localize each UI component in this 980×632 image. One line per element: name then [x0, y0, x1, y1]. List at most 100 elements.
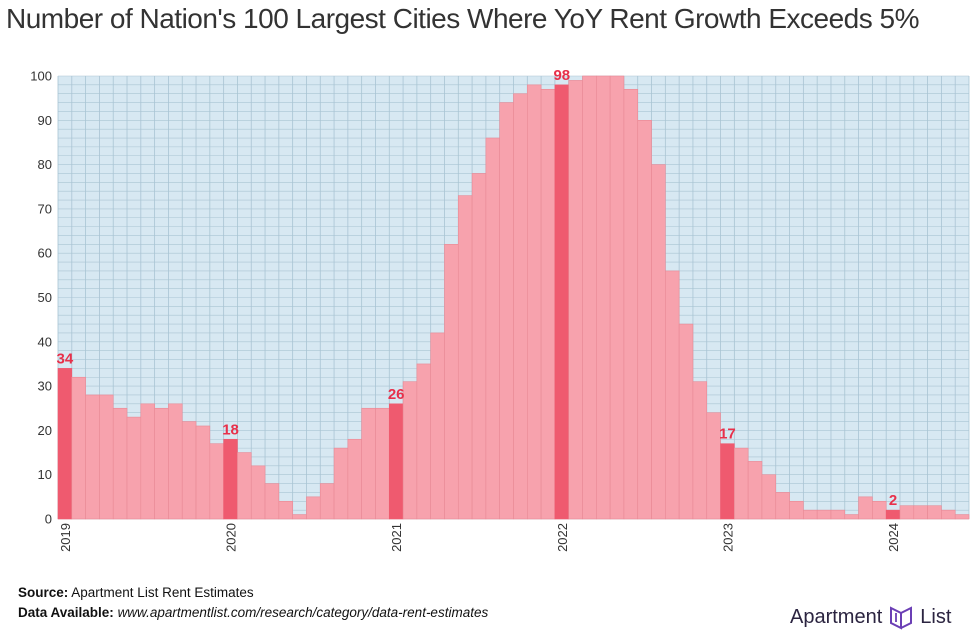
- bar: [402, 381, 418, 520]
- bar-highlight: [885, 509, 901, 520]
- data-label: 18: [222, 421, 239, 438]
- y-tick-label: 80: [38, 157, 52, 172]
- data-available-url: www.apartmentlist.com/research/category/…: [117, 605, 489, 620]
- x-year-label: 2020: [224, 523, 239, 552]
- bar: [830, 509, 846, 520]
- bar: [416, 363, 431, 520]
- x-year-label: 2022: [555, 523, 570, 552]
- bar: [872, 500, 887, 520]
- bar: [844, 514, 859, 520]
- bar: [665, 270, 680, 520]
- bar: [609, 75, 625, 520]
- chart-title: Number of Nation's 100 Largest Cities Wh…: [6, 3, 919, 34]
- bar-highlight: [57, 368, 73, 520]
- bar: [692, 381, 708, 520]
- bar: [816, 509, 832, 520]
- y-tick-label: 30: [38, 379, 52, 394]
- bar: [209, 443, 224, 520]
- bar: [444, 244, 459, 520]
- apartment-list-logo-icon: [890, 606, 913, 630]
- bar: [333, 447, 349, 520]
- y-tick-label: 90: [38, 113, 52, 128]
- bar: [761, 474, 777, 520]
- bar: [858, 496, 873, 520]
- bar: [596, 75, 611, 520]
- bar: [292, 514, 307, 520]
- bar: [747, 461, 763, 520]
- bar: [278, 500, 293, 520]
- bar: [527, 84, 542, 520]
- bar: [899, 505, 915, 520]
- bar: [734, 447, 749, 520]
- y-tick-label: 40: [38, 334, 52, 349]
- bar: [250, 465, 266, 520]
- bar-highlight: [388, 403, 404, 520]
- bar-highlight: [223, 438, 238, 520]
- data-label: 98: [553, 67, 570, 84]
- bar: [319, 483, 335, 520]
- bar: [140, 403, 155, 520]
- bar-chart: 0 10 20 30 40 50 60 70 80 90 100 2019 2020 2021 2022 20…: [30, 67, 970, 552]
- source-label: Source:: [18, 585, 69, 600]
- y-tick-label: 60: [38, 246, 52, 261]
- bar: [485, 137, 500, 520]
- bar: [237, 452, 252, 520]
- x-year-label: 2019: [58, 523, 73, 552]
- bar: [954, 514, 970, 520]
- bar: [540, 88, 556, 520]
- bar: [181, 421, 197, 520]
- bar: [789, 500, 804, 520]
- bar: [499, 102, 514, 520]
- bar: [941, 509, 956, 520]
- bar-highlight: [554, 84, 570, 520]
- bar: [71, 376, 86, 520]
- y-tick-label: 50: [38, 290, 52, 305]
- bar: [195, 425, 211, 520]
- bar: [803, 509, 818, 520]
- x-year-label: 2023: [720, 523, 735, 552]
- bar: [99, 394, 114, 520]
- y-tick-label: 100: [30, 69, 52, 84]
- bar: [457, 195, 473, 520]
- x-year-label: 2024: [886, 523, 901, 552]
- apartment-list-logo: Apartment List: [790, 604, 951, 630]
- logo-text-left: Apartment: [790, 605, 883, 628]
- y-tick-label: 10: [38, 467, 52, 482]
- bar-highlight: [720, 443, 735, 520]
- y-tick-label: 20: [38, 423, 52, 438]
- bar: [927, 505, 942, 520]
- bar: [637, 120, 652, 520]
- logo-text-right: List: [920, 605, 952, 628]
- bar: [430, 332, 445, 520]
- bar: [168, 403, 183, 520]
- bar: [126, 416, 142, 520]
- bar: [375, 407, 390, 520]
- bar: [623, 88, 639, 520]
- bar: [112, 407, 128, 520]
- bar: [264, 483, 280, 520]
- y-tick-label: 70: [38, 201, 52, 216]
- bar: [347, 438, 362, 520]
- bar: [471, 173, 487, 520]
- data-available-label: Data Available:: [18, 605, 114, 620]
- bar: [775, 492, 790, 520]
- x-year-label: 2021: [389, 523, 404, 552]
- y-tick-label: 0: [45, 512, 52, 527]
- data-label: 17: [719, 426, 736, 443]
- bar: [154, 407, 169, 520]
- bar: [913, 505, 928, 520]
- bar: [306, 496, 321, 520]
- bar: [651, 164, 666, 520]
- data-available-note: Data Available: www.apartmentlist.com/re…: [18, 605, 488, 620]
- bar: [568, 80, 583, 520]
- data-label: 26: [388, 386, 405, 403]
- bar: [582, 75, 597, 520]
- source-note: Source: Apartment List Rent Estimates: [18, 585, 254, 600]
- bar: [678, 323, 694, 520]
- data-label: 2: [889, 492, 897, 509]
- bar: [513, 93, 528, 520]
- bar: [361, 407, 376, 520]
- data-label: 34: [57, 350, 74, 367]
- bar: [85, 394, 100, 520]
- source-text: Apartment List Rent Estimates: [71, 585, 254, 600]
